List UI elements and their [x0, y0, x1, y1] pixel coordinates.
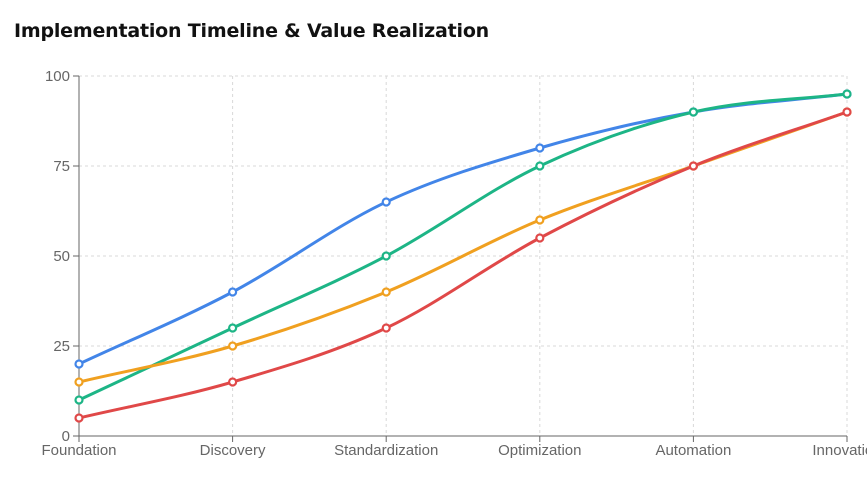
data-point — [74, 377, 84, 387]
data-point — [381, 251, 391, 261]
data-point — [535, 161, 545, 171]
data-point — [381, 323, 391, 333]
data-point — [535, 143, 545, 153]
series-4 — [74, 107, 852, 423]
x-tick-label: Automation — [655, 442, 731, 459]
data-point — [228, 287, 238, 297]
data-point — [228, 341, 238, 351]
y-tick-label: 0 — [62, 428, 70, 445]
data-point — [842, 89, 852, 99]
x-tick-label: Optimization — [498, 442, 581, 459]
data-point — [74, 395, 84, 405]
x-tick-label: Foundation — [41, 442, 116, 459]
data-point — [74, 359, 84, 369]
series-line — [78, 92, 848, 402]
grid-lines — [79, 75, 848, 436]
data-point — [381, 197, 391, 207]
x-tick-label: Standardization — [334, 442, 438, 459]
data-point — [228, 323, 238, 333]
data-point — [842, 107, 852, 117]
data-point — [535, 233, 545, 243]
data-point — [74, 413, 84, 423]
series-1 — [74, 89, 852, 369]
data-point — [688, 161, 699, 171]
data-point — [228, 377, 238, 387]
chart-title: Implementation Timeline & Value Realizat… — [14, 20, 490, 42]
data-point — [381, 287, 391, 297]
x-tick-label: Discovery — [200, 442, 266, 459]
y-tick-label: 100 — [45, 68, 70, 85]
series-line — [78, 92, 848, 366]
series-line — [78, 110, 848, 420]
x-tick-label: Innovation — [812, 442, 867, 459]
y-tick-label: 75 — [53, 158, 70, 175]
data-point — [688, 107, 699, 117]
series-2 — [74, 89, 852, 405]
y-tick-label: 25 — [53, 338, 70, 355]
data-point — [535, 215, 545, 225]
y-tick-label: 50 — [53, 248, 70, 265]
